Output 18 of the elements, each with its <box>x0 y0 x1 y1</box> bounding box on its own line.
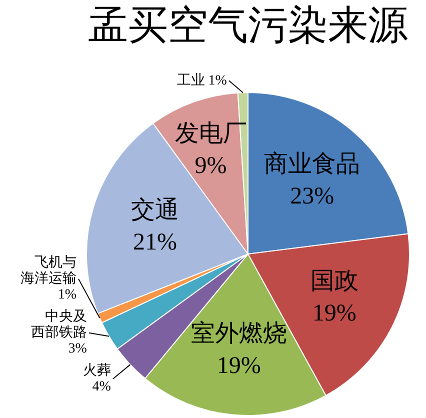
slice-label: 工业 1% <box>176 72 228 88</box>
slice-label: 商业食品 <box>264 150 360 178</box>
slice-label: 交通 <box>130 196 179 224</box>
data-label: 19% <box>312 300 356 326</box>
data-label: 21% <box>132 229 177 256</box>
data-label: 23% <box>290 184 334 210</box>
data-label: 19% <box>216 352 261 379</box>
slice-label: 飞机与海洋运输 <box>20 254 77 287</box>
slice-label: 国政 <box>310 268 358 294</box>
chart-title: 孟买空气污染来源 <box>88 2 408 48</box>
data-label: 4% <box>92 380 112 395</box>
slice-label: 发电厂 <box>174 120 247 147</box>
slice-label: 中央及西部铁路 <box>30 308 87 341</box>
slice-label: 火葬 <box>82 362 111 379</box>
slice-label: 室外燃烧 <box>190 320 287 347</box>
data-label: 1% <box>58 288 77 303</box>
data-label: 9% <box>194 152 227 179</box>
data-label: 3% <box>68 342 88 357</box>
